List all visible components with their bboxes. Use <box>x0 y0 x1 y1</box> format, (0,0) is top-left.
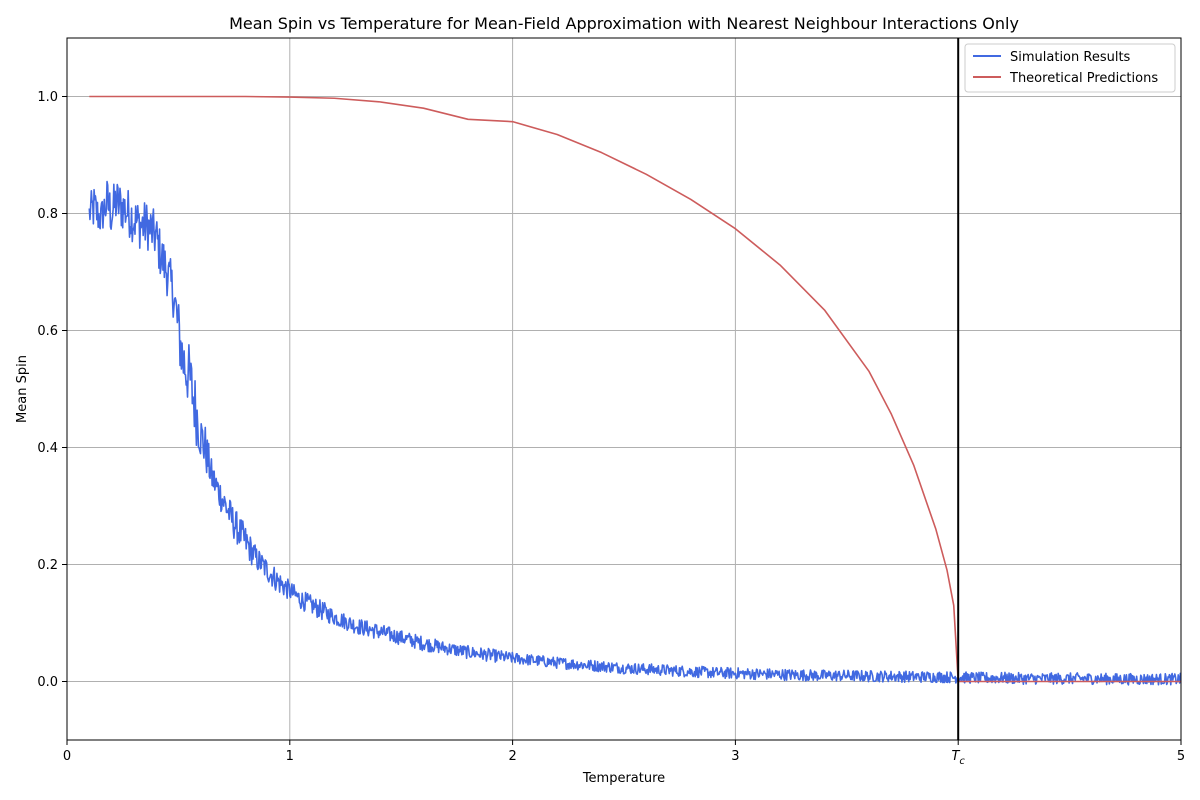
y-tick-label: 0.6 <box>37 324 58 339</box>
series-line-theoretical <box>89 95 1181 683</box>
y-axis-ticks: 0.0 0.2 0.4 0.6 0.8 1.0 <box>37 90 67 690</box>
y-tick-label: 0.4 <box>37 441 58 456</box>
y-tick-label: 1.0 <box>37 90 58 105</box>
x-tick-label: 0 <box>63 749 71 764</box>
x-tick-label: 3 <box>731 749 739 764</box>
legend-label: Theoretical Predictions <box>1009 71 1158 86</box>
chart-title: Mean Spin vs Temperature for Mean-Field … <box>229 14 1019 33</box>
x-tick-label: Tc <box>951 749 965 767</box>
legend-label: Simulation Results <box>1010 50 1131 65</box>
plot-frame <box>66 37 1182 741</box>
y-tick-label: 0.0 <box>37 675 58 690</box>
x-axis-label: Temperature <box>582 771 665 786</box>
y-axis-label: Mean Spin <box>15 355 30 423</box>
x-tick-label: 2 <box>508 749 516 764</box>
x-tick-label: 5 <box>1177 749 1185 764</box>
x-tick-label: 1 <box>286 749 294 764</box>
y-tick-label: 0.8 <box>37 207 58 222</box>
series-line-simulation <box>88 180 1181 686</box>
grid-layer <box>66 38 1182 740</box>
series-layer <box>88 95 1181 686</box>
x-axis-ticks: 0 1 2 3 Tc 5 <box>63 740 1185 767</box>
y-tick-label: 0.2 <box>37 558 58 573</box>
legend-box <box>964 43 1176 93</box>
legend: Simulation Results Theoretical Prediction… <box>964 43 1176 93</box>
